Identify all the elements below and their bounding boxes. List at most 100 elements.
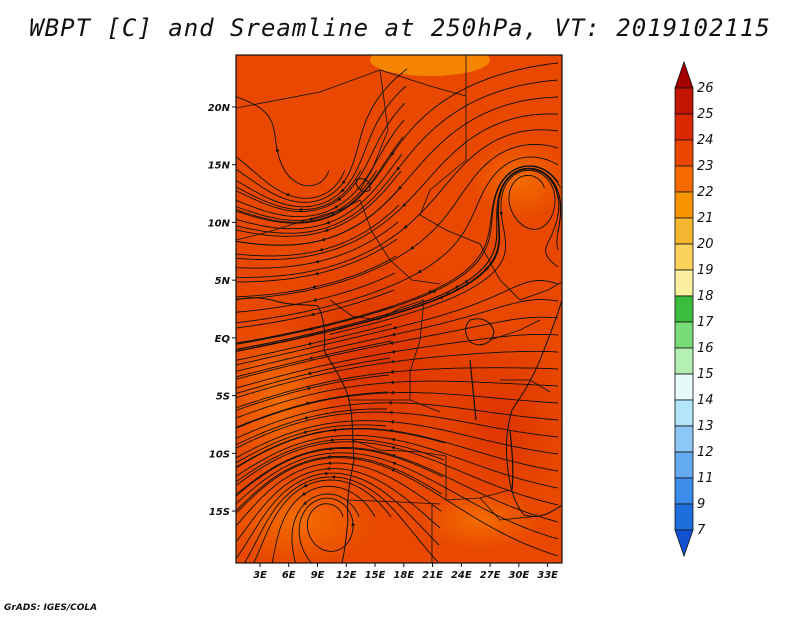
streamline-arrow xyxy=(285,193,290,197)
streamline-arrow xyxy=(302,430,307,434)
streamline-arrow xyxy=(306,386,311,391)
streamline-arrow xyxy=(314,271,319,276)
streamline xyxy=(236,129,559,278)
streamline xyxy=(236,323,393,361)
streamline-arrow xyxy=(390,359,395,364)
streamline-arrow xyxy=(329,438,334,442)
border-line xyxy=(359,69,389,191)
field-warm-patch xyxy=(430,330,562,510)
colorbar-label: 24 xyxy=(697,133,714,148)
streamline-arrow xyxy=(342,180,346,185)
border-line xyxy=(409,299,441,413)
streamline-arrow xyxy=(391,437,396,442)
streamline-arrow xyxy=(402,202,407,207)
streamline-arrow xyxy=(337,197,342,201)
streamline-arrow xyxy=(392,325,397,330)
x-tick-label: 3E xyxy=(253,570,267,581)
x-tick-label: 9E xyxy=(311,570,325,581)
streamline xyxy=(236,280,559,366)
y-tick-label: 15S xyxy=(209,507,230,518)
streamline xyxy=(236,455,443,512)
border-line xyxy=(479,497,541,521)
colorbar-cell xyxy=(674,269,694,297)
colorbar-label: 17 xyxy=(697,315,714,330)
streamline-arrow xyxy=(303,501,308,506)
streamline-arrow xyxy=(315,259,320,264)
colorbar-label: 18 xyxy=(697,289,714,304)
streamline-arrow xyxy=(331,212,336,216)
lake-tanganyika xyxy=(469,359,477,421)
streamline-arrow xyxy=(302,491,306,496)
streamline-arrow xyxy=(327,461,332,466)
streamline-arrow xyxy=(331,475,335,479)
streamline-arrow xyxy=(389,341,394,345)
colorbar-cell xyxy=(674,425,694,453)
streamline xyxy=(236,153,403,230)
streamline xyxy=(298,497,354,563)
streamline-arrow xyxy=(390,380,394,385)
streamline xyxy=(236,289,395,329)
colorbar-label: 15 xyxy=(697,367,714,382)
colorbar: 26 25 24 23 22 21 20 19 18 17 16 15 14 13 12 11 9 7 xyxy=(674,60,714,558)
colorbar-label: 14 xyxy=(697,393,714,408)
streamline-arrow xyxy=(388,410,393,415)
streamline-arrow xyxy=(321,237,326,242)
streamline-arrow xyxy=(275,147,280,152)
streamline xyxy=(236,402,559,439)
streamline xyxy=(236,255,397,298)
colorbar-cell xyxy=(674,347,694,375)
streamline-arrow xyxy=(410,245,415,250)
streamline-arrow xyxy=(334,204,338,209)
colorbar-cell xyxy=(674,477,694,505)
streamline-arrow xyxy=(389,428,393,433)
streamline xyxy=(236,62,559,224)
streamline xyxy=(236,438,445,483)
streamline xyxy=(236,411,559,449)
streamline-arrow xyxy=(323,471,328,476)
streamline-arrow xyxy=(391,445,395,450)
streamline-arrow xyxy=(310,312,315,317)
x-tick-label: 21E xyxy=(422,570,443,581)
colorbar-cell xyxy=(674,243,694,271)
y-tick-label: 10S xyxy=(209,449,230,460)
y-tick-label: 5S xyxy=(216,392,230,403)
streamline xyxy=(236,165,559,344)
border-line xyxy=(347,499,441,505)
border-line xyxy=(489,319,541,341)
border-line xyxy=(351,439,447,457)
streamline xyxy=(236,170,378,221)
border-line xyxy=(236,199,361,241)
east-african-coast xyxy=(505,299,562,518)
streamline xyxy=(271,485,376,563)
colorbar-label: 11 xyxy=(697,471,714,486)
colorbar-cell xyxy=(674,60,694,89)
streamline-arrow xyxy=(298,207,303,212)
y-tick-label: EQ xyxy=(215,334,231,345)
streamline-arrow xyxy=(499,212,504,216)
x-tick-label: 27E xyxy=(480,570,501,581)
streamline-arrow xyxy=(351,522,356,526)
coastlines xyxy=(236,178,562,563)
y-tick-label: 20N xyxy=(208,103,231,114)
streamline-arrow xyxy=(390,370,394,374)
streamline xyxy=(236,472,440,560)
streamline-arrow xyxy=(303,483,308,488)
streamline-arrow xyxy=(307,371,312,376)
colorbar-cell xyxy=(674,373,694,401)
y-tick-label: 5N xyxy=(215,276,231,287)
colorbar-label: 21 xyxy=(697,211,714,226)
x-tick-label: 12E xyxy=(336,570,357,581)
colorbar-cell xyxy=(674,191,694,219)
streamline xyxy=(236,316,559,380)
streamline xyxy=(236,299,559,372)
streamline-arrow xyxy=(427,289,432,294)
x-tick-label: 30E xyxy=(508,570,529,581)
border-line xyxy=(500,379,551,393)
streamline-arrow xyxy=(324,228,329,232)
chart-title: WBPT [C] and Sreamline at 250hPa, VT: 20… xyxy=(29,14,771,42)
lake-victoria xyxy=(465,318,495,346)
colorbar-cell xyxy=(674,321,694,349)
streamline-arrow xyxy=(312,298,317,302)
x-tick-label: 15E xyxy=(365,570,386,581)
